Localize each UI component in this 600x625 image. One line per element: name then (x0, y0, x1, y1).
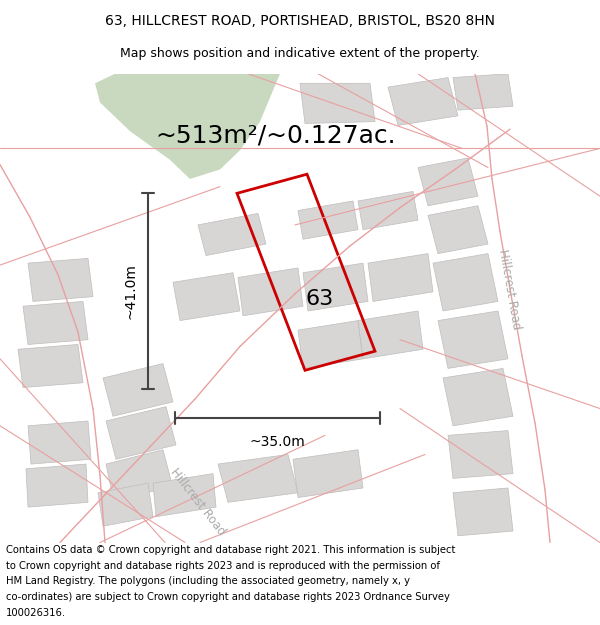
Polygon shape (26, 464, 88, 507)
Polygon shape (418, 158, 478, 206)
Text: ~513m²/~0.127ac.: ~513m²/~0.127ac. (155, 124, 395, 148)
Text: co-ordinates) are subject to Crown copyright and database rights 2023 Ordnance S: co-ordinates) are subject to Crown copyr… (6, 592, 450, 602)
Text: ~35.0m: ~35.0m (250, 436, 305, 449)
Polygon shape (298, 321, 363, 368)
Polygon shape (448, 431, 513, 478)
Polygon shape (443, 368, 513, 426)
Polygon shape (303, 263, 368, 311)
Polygon shape (428, 206, 488, 254)
Polygon shape (106, 407, 176, 459)
Text: ~41.0m: ~41.0m (124, 264, 138, 319)
Polygon shape (173, 272, 240, 321)
Polygon shape (98, 483, 153, 526)
Polygon shape (106, 450, 173, 498)
Polygon shape (298, 201, 358, 239)
Polygon shape (95, 74, 280, 179)
Polygon shape (18, 344, 83, 388)
Polygon shape (153, 474, 216, 517)
Polygon shape (198, 213, 266, 256)
Polygon shape (103, 364, 173, 416)
Text: Contains OS data © Crown copyright and database right 2021. This information is : Contains OS data © Crown copyright and d… (6, 545, 455, 555)
Polygon shape (218, 454, 298, 503)
Polygon shape (433, 254, 498, 311)
Text: Hillcrest Road: Hillcrest Road (497, 248, 523, 330)
Polygon shape (300, 83, 375, 124)
Text: 100026316.: 100026316. (6, 608, 66, 618)
Polygon shape (28, 258, 93, 301)
Polygon shape (388, 78, 458, 126)
Polygon shape (453, 488, 513, 536)
Polygon shape (238, 268, 303, 316)
Polygon shape (358, 311, 423, 359)
Polygon shape (438, 311, 508, 368)
Text: to Crown copyright and database rights 2023 and is reproduced with the permissio: to Crown copyright and database rights 2… (6, 561, 440, 571)
Text: HM Land Registry. The polygons (including the associated geometry, namely x, y: HM Land Registry. The polygons (includin… (6, 576, 410, 586)
Polygon shape (28, 421, 91, 464)
Text: 63, HILLCREST ROAD, PORTISHEAD, BRISTOL, BS20 8HN: 63, HILLCREST ROAD, PORTISHEAD, BRISTOL,… (105, 14, 495, 28)
Text: Hillcrest Road: Hillcrest Road (168, 466, 228, 538)
Polygon shape (293, 450, 363, 498)
Polygon shape (453, 74, 513, 110)
Text: Map shows position and indicative extent of the property.: Map shows position and indicative extent… (120, 47, 480, 59)
Polygon shape (368, 254, 433, 301)
Polygon shape (23, 301, 88, 344)
Polygon shape (358, 191, 418, 229)
Text: 63: 63 (306, 289, 334, 309)
